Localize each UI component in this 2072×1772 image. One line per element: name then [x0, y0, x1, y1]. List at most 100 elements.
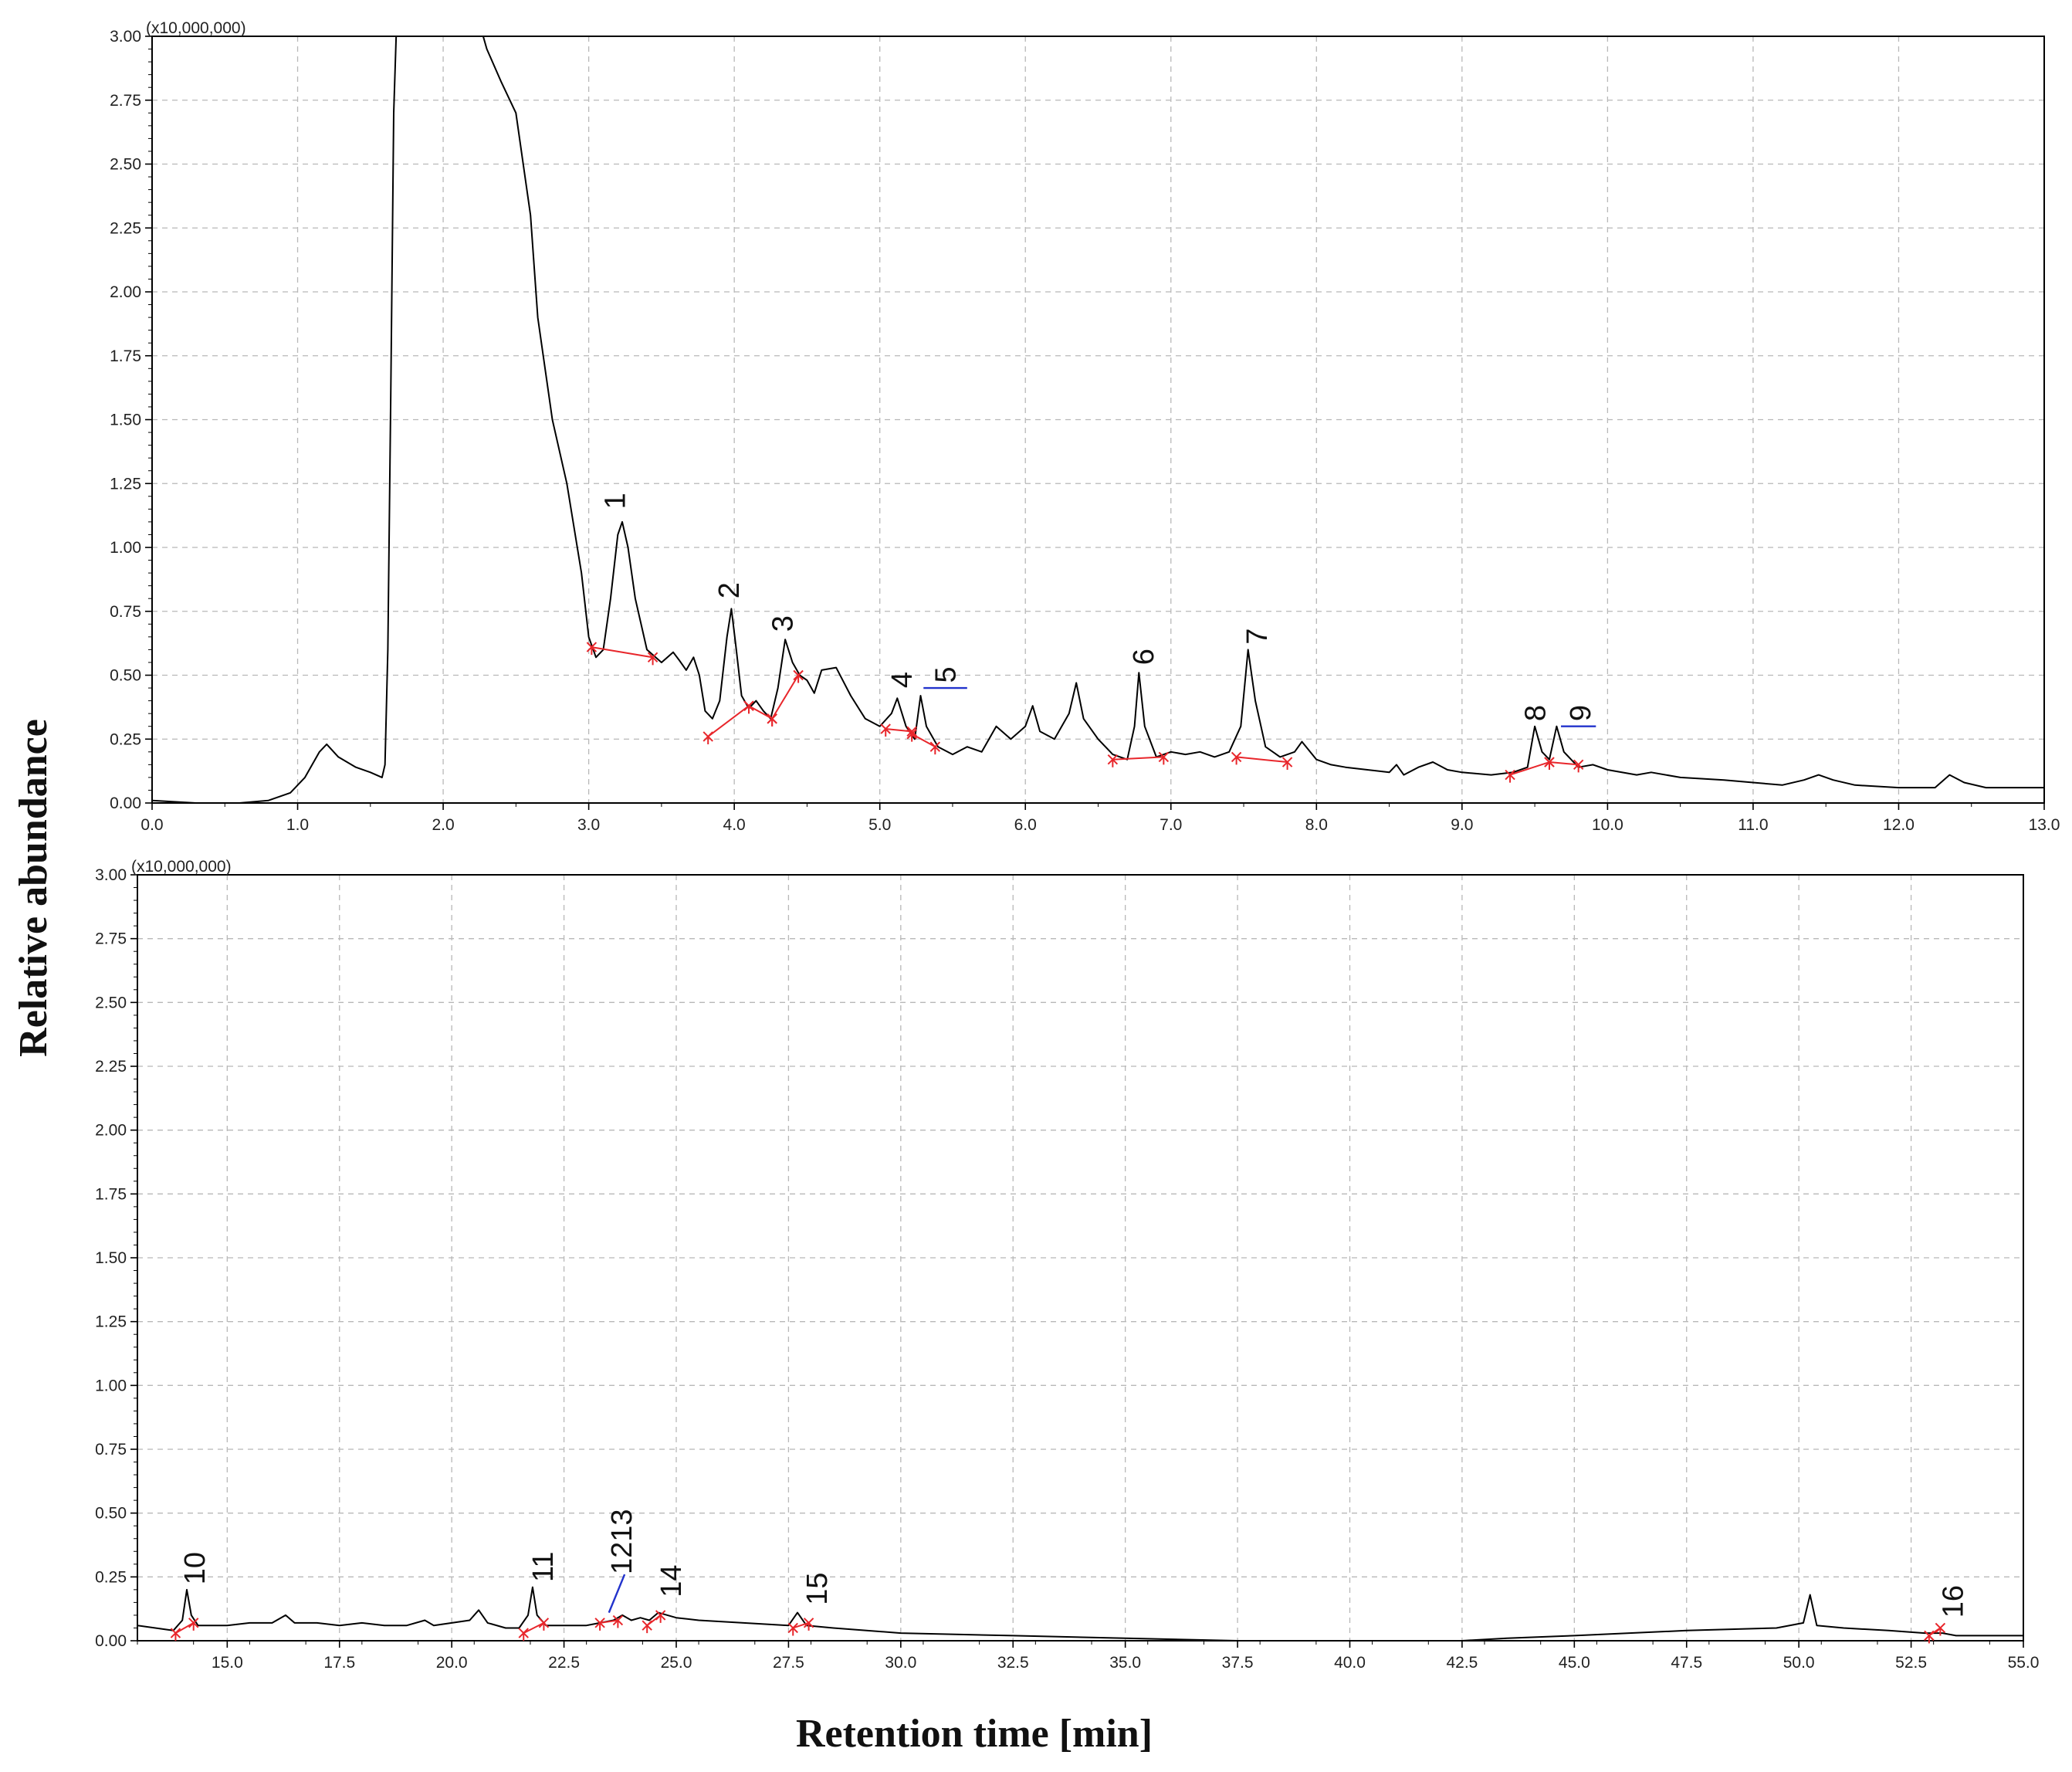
integration-baseline — [1236, 756, 1288, 764]
y-tick-label: 0.00 — [95, 1632, 127, 1650]
y-tick-label: 1.50 — [110, 412, 141, 429]
integration-baseline — [911, 733, 936, 748]
peak-label: 8 — [1519, 705, 1552, 721]
integration-baseline — [792, 1621, 809, 1629]
baseline-marker — [612, 1614, 624, 1628]
x-tick-label: 30.0 — [885, 1654, 916, 1672]
peak-label: 1 — [600, 493, 632, 509]
baseline-marker — [188, 1618, 199, 1631]
integration-baseline — [885, 728, 912, 733]
integration-baseline — [1549, 761, 1579, 766]
y-tick-label: 0.25 — [95, 1568, 127, 1586]
peak-label: 14 — [655, 1565, 688, 1598]
y-tick-label: 0.00 — [110, 795, 141, 812]
integration-baseline — [748, 705, 773, 720]
baseline-marker — [655, 1610, 666, 1623]
baseline-marker — [538, 1618, 550, 1631]
x-tick-label: 42.5 — [1446, 1654, 1478, 1672]
x-tick-label: 25.0 — [661, 1654, 692, 1672]
x-tick-label: 27.5 — [773, 1654, 804, 1672]
peak-label: 2 — [713, 582, 746, 598]
x-tick-label: 37.5 — [1222, 1654, 1254, 1672]
integration-baseline — [523, 1621, 544, 1634]
x-tick-label: 20.0 — [436, 1654, 468, 1672]
x-tick-label: 11.0 — [1738, 816, 1768, 834]
x-tick-label: 9.0 — [1451, 816, 1473, 834]
integration-baseline — [707, 705, 750, 737]
y-tick-label: 0.50 — [110, 667, 141, 685]
x-tick-label: 1.0 — [286, 816, 309, 834]
x-tick-label: 40.0 — [1334, 1654, 1366, 1672]
baseline-marker — [594, 1618, 605, 1631]
y-tick-label: 2.50 — [110, 156, 141, 174]
baseline-marker — [1231, 751, 1242, 765]
x-tick-label: 32.5 — [997, 1654, 1029, 1672]
y-tick-label: 2.50 — [95, 994, 127, 1011]
baseline-marker — [642, 1620, 652, 1634]
baseline-marker — [1158, 751, 1170, 765]
x-tick-label: 13.0 — [2029, 816, 2060, 834]
integration-baseline — [174, 1621, 195, 1634]
baseline-marker — [767, 713, 777, 727]
y-tick-label: 1.50 — [95, 1249, 127, 1267]
y-multiplier-label: (x10,000,000) — [131, 858, 232, 876]
integration-baseline — [771, 674, 799, 720]
baseline-marker — [1924, 1630, 1935, 1644]
y-tick-label: 1.25 — [110, 475, 141, 493]
y-tick-label: 1.75 — [110, 347, 141, 365]
peak-label: 11 — [527, 1551, 560, 1581]
x-tick-label: 6.0 — [1014, 816, 1037, 834]
peak-label: 4 — [886, 672, 919, 688]
y-tick-label: 2.25 — [95, 1058, 127, 1076]
y-tick-label: 1.00 — [95, 1377, 127, 1394]
baseline-marker — [1281, 757, 1293, 771]
peak-label: 6 — [1128, 649, 1160, 665]
x-tick-label: 0.0 — [141, 816, 163, 834]
y-tick-label: 0.50 — [95, 1505, 127, 1523]
baseline-marker — [1107, 754, 1119, 767]
x-tick-label: 35.0 — [1109, 1654, 1141, 1672]
y-tick-label: 3.00 — [110, 28, 141, 46]
chromatogram-trace — [137, 1586, 2023, 1641]
peak-label: 9 — [1565, 705, 1597, 721]
baseline-marker — [906, 728, 917, 742]
x-tick-label: 2.0 — [432, 816, 454, 834]
baseline-marker — [1935, 1622, 1946, 1636]
baseline-marker — [586, 642, 598, 656]
y-tick-label: 1.75 — [95, 1185, 127, 1203]
x-tick-label: 12.0 — [1883, 816, 1915, 834]
y-tick-label: 2.00 — [95, 1122, 127, 1140]
peak-label: 3 — [767, 615, 800, 632]
x-tick-label: 45.0 — [1559, 1654, 1590, 1672]
peak-split-marker — [608, 1574, 626, 1614]
x-axis-title: Retention time [min] — [796, 1712, 1153, 1756]
peak-label: 1213 — [606, 1509, 638, 1574]
x-tick-label: 8.0 — [1305, 816, 1328, 834]
lower-chromatogram-panel: 15.0 17.5 20.0 22.5 25.0 27.5 30.0 32.5 35.0 37.5… — [95, 858, 2039, 1672]
peak-label: 16 — [1937, 1585, 1969, 1618]
x-tick-label: 17.5 — [323, 1654, 355, 1672]
baseline-marker — [1573, 759, 1584, 773]
baseline-marker — [743, 700, 754, 714]
x-tick-label: 50.0 — [1783, 1654, 1815, 1672]
integration-baseline — [1112, 756, 1164, 761]
x-tick-label: 7.0 — [1160, 816, 1182, 834]
y-tick-label: 0.75 — [110, 603, 141, 621]
y-tick-label: 1.25 — [95, 1313, 127, 1331]
y-tick-label: 3.00 — [95, 866, 127, 884]
y-tick-label: 1.00 — [110, 539, 141, 557]
integration-baseline — [1509, 761, 1550, 776]
baseline-marker — [647, 652, 659, 666]
y-multiplier-label: (x10,000,000) — [146, 19, 246, 37]
x-tick-label: 4.0 — [723, 816, 746, 834]
peak-label: 10 — [179, 1552, 212, 1584]
integration-baseline — [591, 646, 653, 659]
baseline-marker — [793, 669, 804, 683]
baseline-marker — [1505, 769, 1515, 783]
y-axis-title: Relative abundance — [12, 719, 56, 1057]
y-tick-label: 2.25 — [110, 219, 141, 237]
x-tick-label: 22.5 — [548, 1654, 580, 1672]
baseline-marker — [703, 731, 713, 744]
peak-label: 5 — [930, 666, 963, 683]
x-tick-label: 15.0 — [212, 1654, 243, 1672]
